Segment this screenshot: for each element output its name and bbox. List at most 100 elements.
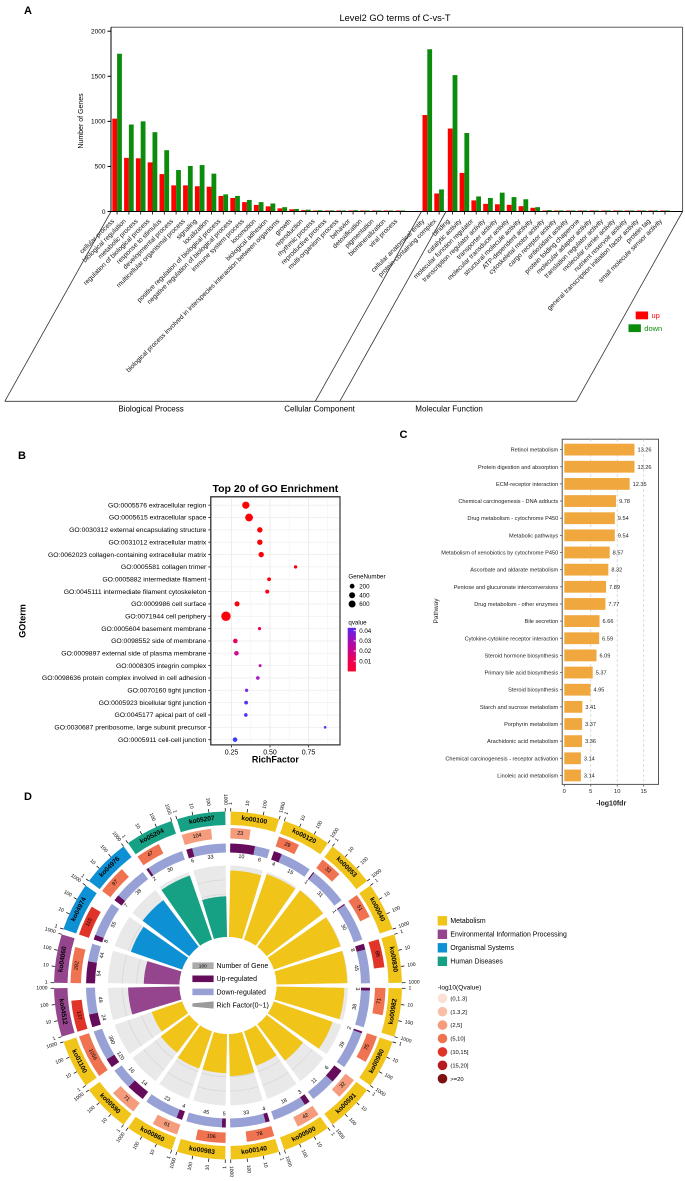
svg-text:0.01: 0.01 [359,658,372,665]
svg-text:qvalue: qvalue [348,620,367,627]
svg-text:10: 10 [407,1002,413,1009]
svg-text:1500: 1500 [91,74,106,81]
svg-text:-log10(Qvalue): -log10(Qvalue) [438,985,482,992]
svg-text:1: 1 [278,1157,285,1162]
svg-text:1: 1 [80,873,86,880]
svg-text:A: A [24,5,32,17]
svg-text:GO:0030687 preribosome, large: GO:0030687 preribosome, large subunit pr… [54,725,207,732]
svg-text:GO:0030312 external encapsulat: GO:0030312 external encapsulating struct… [69,527,206,534]
svg-text:8.32: 8.32 [611,568,622,574]
svg-text:6: 6 [324,1065,331,1071]
svg-text:1: 1 [331,909,338,915]
svg-text:GO:0008305 integrin complex: GO:0008305 integrin complex [116,663,207,670]
svg-text:100: 100 [262,800,270,810]
svg-text:GO:0070160 tight junction: GO:0070160 tight junction [127,688,206,695]
svg-text:1000: 1000 [91,119,106,126]
svg-text:3.37: 3.37 [585,722,596,728]
svg-text:10: 10 [43,962,49,969]
svg-text:10: 10 [614,789,620,795]
svg-text:1000: 1000 [284,1155,293,1168]
svg-text:1: 1 [303,879,309,886]
svg-text:Organismal Systems: Organismal Systems [450,945,514,952]
svg-text:GO:0009897 external side of pl: GO:0009897 external side of plasma membr… [61,650,206,657]
svg-text:100: 100 [359,856,369,866]
svg-text:Drug metabolism - other enzyme: Drug metabolism - other enzymes [474,602,558,608]
svg-text:Arachidonic acid metabolism: Arachidonic acid metabolism [487,739,559,745]
svg-text:100: 100 [40,1002,49,1009]
svg-text:Bile secretion: Bile secretion [525,619,559,625]
svg-text:Human Diseases: Human Diseases [450,959,503,966]
svg-text:6.09: 6.09 [600,653,611,659]
svg-text:16: 16 [127,1066,135,1074]
svg-text:1: 1 [400,929,405,936]
svg-text:13.26: 13.26 [637,448,651,454]
svg-text:10: 10 [262,1162,269,1169]
svg-text:24: 24 [99,1014,106,1021]
svg-text:1000: 1000 [111,830,123,843]
svg-text:GO:0031012 extracellular matri: GO:0031012 extracellular matrix [108,539,206,546]
svg-text:100: 100 [407,962,416,969]
svg-text:6.66: 6.66 [603,619,614,625]
svg-text:2: 2 [346,1026,353,1031]
svg-text:100: 100 [245,1165,252,1174]
svg-text:100: 100 [148,812,157,822]
svg-text:ko04512: ko04512 [57,998,68,1025]
svg-text:10: 10 [238,854,245,861]
svg-text:12.35: 12.35 [633,482,647,488]
svg-text:100: 100 [42,944,52,952]
svg-text:0: 0 [563,789,566,795]
svg-text:1: 1 [171,809,178,814]
svg-text:Ascorbate and aldarate metabol: Ascorbate and aldarate metabolism [470,568,558,574]
svg-text:1000: 1000 [163,803,172,816]
svg-text:7.77: 7.77 [608,602,619,608]
svg-text:>=20: >=20 [450,1077,463,1083]
svg-text:30: 30 [166,866,174,874]
svg-text:Pathway: Pathway [433,598,440,624]
svg-text:31: 31 [315,890,323,898]
svg-text:5: 5 [223,1111,226,1117]
svg-text:75: 75 [363,1043,371,1051]
svg-text:1000: 1000 [374,1087,387,1098]
svg-text:100: 100 [391,905,401,914]
svg-text:100: 100 [187,1161,195,1171]
svg-text:54: 54 [96,970,103,977]
svg-text:71: 71 [376,998,383,1005]
svg-text:6.59: 6.59 [602,636,613,642]
svg-text:86: 86 [373,951,380,958]
svg-text:1000: 1000 [334,1128,346,1141]
svg-text:GO:0005576 extracellular regio: GO:0005576 extracellular region [108,502,206,509]
svg-text:GO:0005882 intermediate filame: GO:0005882 intermediate filament [102,576,206,583]
svg-text:Pentose and glucuronate interc: Pentose and glucuronate interconversions [454,585,559,591]
svg-text:1: 1 [228,802,234,805]
svg-text:0.02: 0.02 [359,648,372,655]
svg-text:Metabolism of xenobiotics by c: Metabolism of xenobiotics by cytochrome … [441,551,558,557]
svg-text:D: D [24,791,32,803]
svg-text:1000: 1000 [371,868,384,880]
svg-text:1: 1 [408,985,411,991]
svg-text:0.50: 0.50 [263,749,277,756]
svg-text:1000: 1000 [46,1041,59,1050]
svg-text:Steroid hormone biosynthesis: Steroid hormone biosynthesis [484,653,558,659]
svg-text:Steroid biosynthesis: Steroid biosynthesis [508,688,558,694]
svg-text:1: 1 [371,1091,377,1098]
svg-text:GO:0009986 cell surface: GO:0009986 cell surface [131,601,206,608]
svg-text:8.57: 8.57 [613,551,624,557]
svg-text:10: 10 [187,803,194,810]
svg-text:4: 4 [262,1106,267,1113]
svg-text:ko05207: ko05207 [188,815,215,826]
svg-text:1000: 1000 [222,794,228,805]
svg-text:2: 2 [152,876,158,883]
svg-text:1: 1 [76,1087,82,1094]
svg-text:(2,5]: (2,5] [450,1023,462,1029]
svg-text:Metabolism: Metabolism [450,918,485,925]
svg-text:13.26: 13.26 [637,465,651,471]
svg-text:Level2 GO terms of C-vs-T: Level2 GO terms of C-vs-T [339,13,450,23]
svg-text:10: 10 [383,891,391,899]
svg-text:9.78: 9.78 [619,499,630,505]
svg-text:3: 3 [354,987,360,990]
svg-text:33: 33 [207,854,214,861]
svg-text:up: up [652,311,660,320]
svg-text:29: 29 [283,841,291,849]
svg-text:32: 32 [339,1081,347,1089]
svg-text:30: 30 [339,923,347,931]
